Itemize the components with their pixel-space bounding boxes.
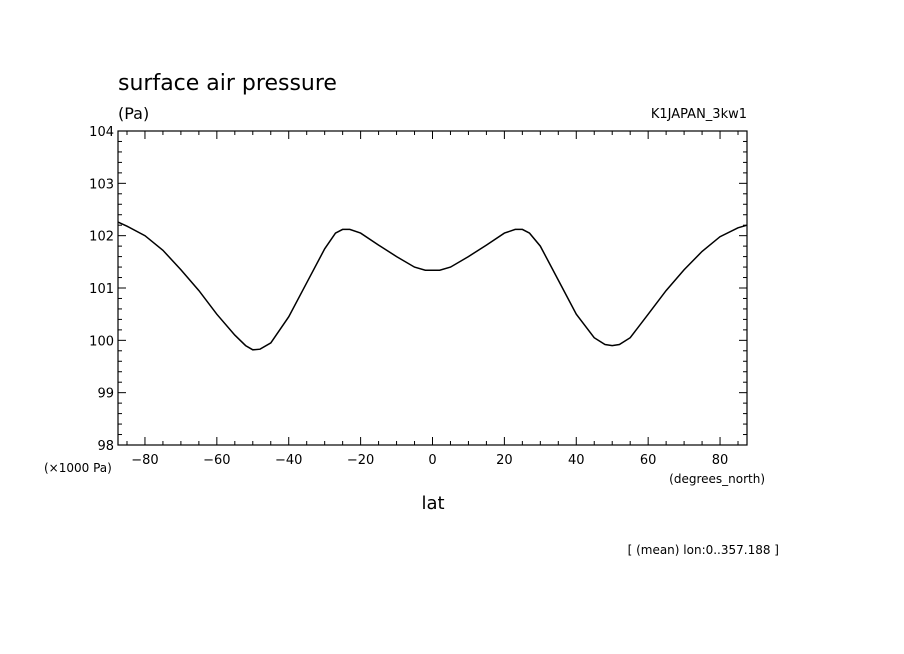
footnote: [ (mean) lon:0..357.188 ]: [628, 543, 779, 557]
y-scale-note: (×1000 Pa): [44, 461, 112, 475]
x-tick-label: 20: [496, 453, 513, 468]
x-tick-label: −80: [131, 453, 158, 468]
x-tick-label: −40: [275, 453, 302, 468]
y-tick-label: 103: [89, 177, 114, 192]
y-tick-label: 98: [97, 439, 114, 454]
experiment-label: K1JAPAN_3kw1: [651, 107, 747, 122]
axis-ticks: [118, 130, 747, 446]
x-tick-label: 80: [712, 453, 729, 468]
x-units-label: (degrees_north): [669, 472, 765, 486]
y-tick-label: 101: [89, 282, 114, 297]
y-tick-labels: 98 99 100 101 102 103 104: [89, 125, 114, 454]
x-tick-label: 40: [568, 453, 585, 468]
x-tick-label: −60: [203, 453, 230, 468]
y-tick-label: 102: [89, 230, 114, 245]
x-tick-label: −20: [347, 453, 374, 468]
x-tick-label: 60: [640, 453, 657, 468]
x-axis-label: lat: [421, 493, 444, 514]
y-tick-label: 104: [89, 125, 114, 140]
x-tick-label: 0: [428, 453, 436, 468]
chart-title: surface air pressure: [118, 71, 337, 96]
y-tick-label: 100: [89, 334, 114, 349]
units-label: (Pa): [118, 104, 149, 123]
x-tick-labels: −80 −60 −40 −20 0 20 40 60 80: [131, 453, 728, 468]
plot-frame: [117, 130, 748, 446]
pressure-line: [117, 221, 748, 351]
y-tick-label: 99: [97, 387, 114, 402]
